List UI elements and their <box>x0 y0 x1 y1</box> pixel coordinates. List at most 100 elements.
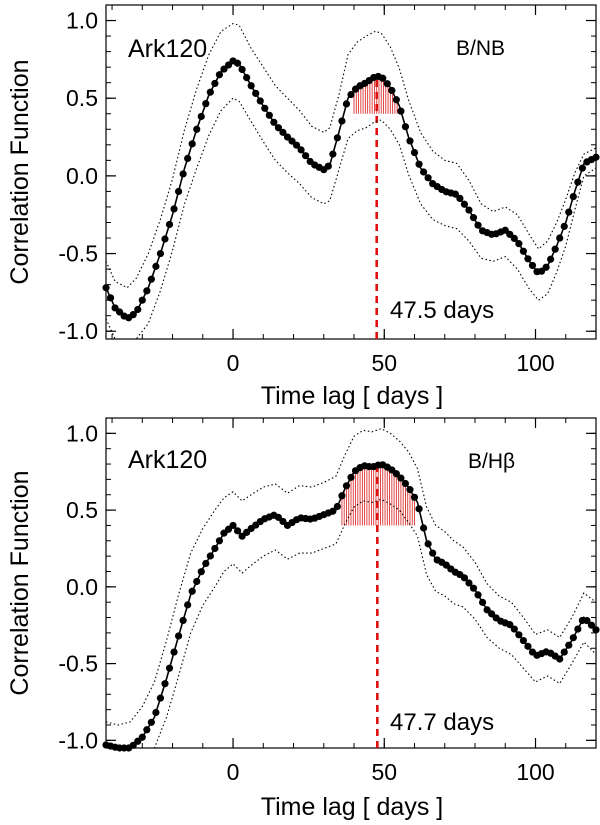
ccf-point <box>233 527 242 535</box>
panel-b-nb: -1.0 -0.5 0.0 0.5 1.0 0 50 100 Ark120 B/NB 47.5… <box>6 4 600 410</box>
ccf-point <box>165 220 174 229</box>
ccf-point <box>174 632 183 640</box>
y-tick-label: 0.5 <box>66 497 98 523</box>
y-tick-label: -1.0 <box>58 727 98 753</box>
ccf-point <box>460 574 469 582</box>
ccf-point <box>252 89 260 97</box>
ccf-point <box>215 71 224 79</box>
lower-bound-line <box>105 97 597 340</box>
ccf-point <box>587 621 596 629</box>
ccf-point <box>519 247 528 255</box>
ccf-point <box>410 148 419 157</box>
ccf-point <box>379 74 387 82</box>
lag-annotation: 47.7 days <box>390 709 494 736</box>
ccf-point <box>551 245 559 253</box>
ccf-point <box>592 626 600 634</box>
ccf-point <box>184 154 192 163</box>
ccf-point <box>565 208 573 216</box>
ccf-point <box>134 305 142 314</box>
ccf-point <box>161 680 169 688</box>
ccf-point <box>106 294 115 302</box>
ccf-point <box>333 134 341 142</box>
ccf-point <box>415 160 423 168</box>
ccf-point <box>188 587 196 595</box>
ccf-point <box>165 664 174 672</box>
ccf-point <box>179 170 187 178</box>
ccf-point <box>547 255 555 263</box>
ccf-point <box>392 96 400 104</box>
ccf-point <box>574 625 582 633</box>
ccf-point <box>152 262 160 270</box>
ccf-point <box>202 100 210 108</box>
y-tick-label: 0.5 <box>66 85 98 111</box>
ccf-point <box>515 631 523 639</box>
y-tick-label: 0.0 <box>66 574 98 600</box>
y-tick-label: -0.5 <box>58 241 98 267</box>
upper-bound-line <box>105 23 597 289</box>
ccf-point <box>469 584 478 592</box>
ccf-point <box>329 150 337 158</box>
ccf-point <box>161 235 169 243</box>
ratio-label: B/Hβ <box>468 450 515 473</box>
ccf-point <box>279 128 287 136</box>
ccf-point <box>156 249 165 258</box>
ccf-point <box>138 733 146 741</box>
y-axis-label: Correlation Function <box>6 59 34 284</box>
ccf-point <box>347 473 355 481</box>
ccf-point <box>583 617 591 625</box>
ccf-point <box>274 124 283 132</box>
ccf-point <box>243 74 251 82</box>
ccf-point <box>542 263 550 271</box>
ccf-point <box>270 118 278 126</box>
ccf-point <box>347 90 355 99</box>
ccf-point <box>419 168 428 176</box>
ccf-point <box>338 117 346 125</box>
ccf-point <box>233 59 242 67</box>
ccf-point <box>170 648 178 656</box>
plot-frame <box>105 417 597 749</box>
ccf-point <box>229 521 237 530</box>
ccf-point <box>129 311 137 319</box>
ccf-point <box>147 718 155 726</box>
ccf-point <box>265 111 273 119</box>
ccf-point <box>415 505 423 513</box>
ccf-point <box>515 240 523 248</box>
ccf-point <box>474 591 482 599</box>
ccf-point <box>569 192 577 201</box>
ccf-point <box>406 137 414 145</box>
ccf-point <box>569 634 577 642</box>
object-label: Ark120 <box>128 35 207 63</box>
ccf-point <box>429 549 437 557</box>
ccf-point <box>519 636 528 645</box>
ccf-point <box>302 152 310 160</box>
ccf-point <box>184 601 192 609</box>
ccf-point <box>247 82 255 90</box>
ccf-point <box>147 275 155 283</box>
ccf-point <box>342 100 351 108</box>
ccf-point <box>388 86 396 95</box>
ccf-point <box>410 493 419 501</box>
y-tick-label: -1.0 <box>58 318 98 344</box>
ccf-point <box>297 146 305 154</box>
ccf-point <box>406 486 414 494</box>
ccf-point <box>565 641 573 649</box>
ccf-point <box>215 537 224 545</box>
ccf-point <box>456 194 464 203</box>
ccf-point <box>424 540 432 548</box>
x-tick-label: 100 <box>516 350 554 376</box>
ccf-point <box>202 559 210 568</box>
ccf-point <box>469 214 478 222</box>
ccf-point <box>451 190 459 198</box>
ccf-point <box>102 284 110 292</box>
ccf-point <box>510 625 518 633</box>
ccf-point <box>261 104 269 112</box>
ccf-point <box>206 88 214 96</box>
ccf-point <box>193 577 201 586</box>
ccf-point <box>578 164 586 172</box>
ccf-point <box>193 125 201 133</box>
y-tick-label: 1.0 <box>66 8 98 34</box>
ccf-point <box>206 552 214 560</box>
x-axis-label: Time lag [ days ] <box>261 382 443 410</box>
ccf-point <box>156 694 165 702</box>
ccf-point <box>383 80 391 88</box>
